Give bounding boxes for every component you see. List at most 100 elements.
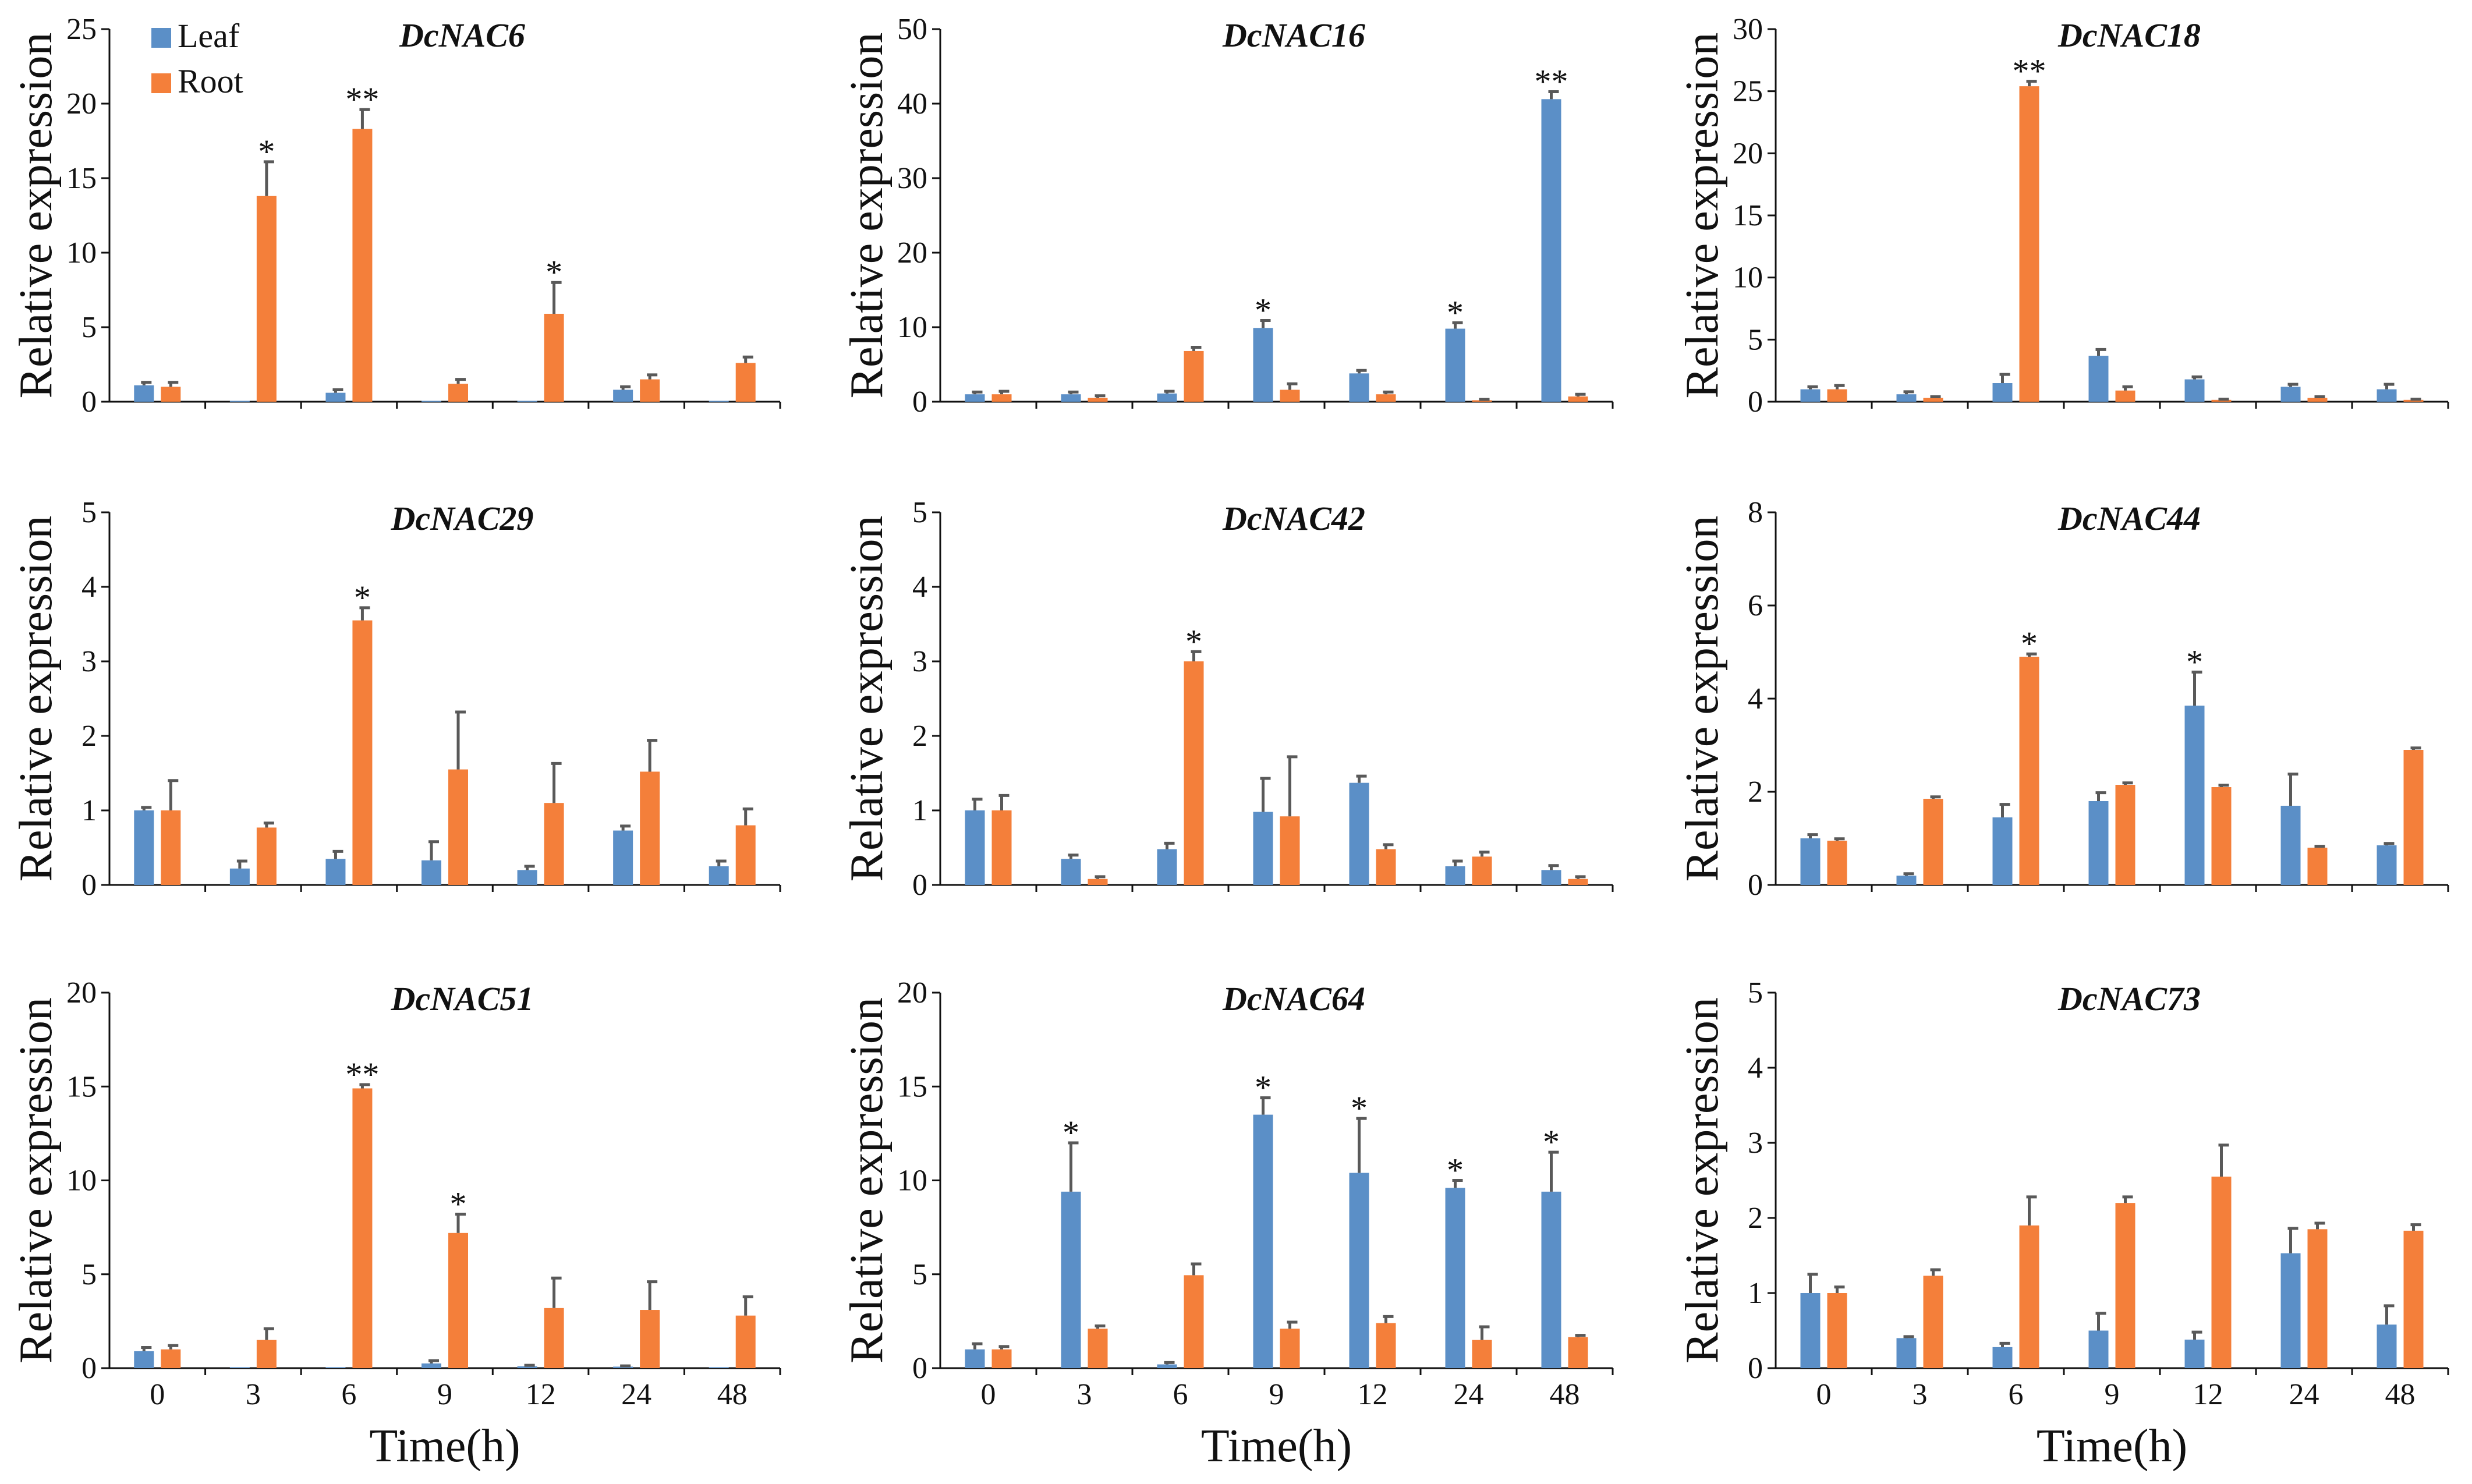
bar-leaf-6 — [325, 392, 346, 402]
bar-root-9 — [448, 1232, 468, 1368]
x-tick-label: 9 — [1269, 1378, 1284, 1411]
y-tick-label: 0 — [912, 385, 927, 419]
x-tick-label: 48 — [1550, 1378, 1580, 1411]
significance-marker: * — [1447, 293, 1464, 331]
x-tick-label: 24 — [2289, 1378, 2319, 1411]
bar-root-24 — [640, 1310, 660, 1368]
bar-leaf-3 — [1896, 1338, 1917, 1368]
y-tick-label: 25 — [66, 13, 97, 46]
bar-root-0 — [161, 810, 181, 885]
y-tick-label: 5 — [82, 1258, 97, 1291]
bar-leaf-24 — [613, 389, 633, 402]
bar-root-6 — [352, 129, 373, 402]
chart-panel-dcnac44: DcNAC44 0 2 4 6 8 Relative expression * * — [1677, 496, 2449, 902]
bar-leaf-6 — [325, 859, 346, 885]
bar-leaf-6 — [1157, 393, 1177, 402]
bar-root-9 — [2115, 1203, 2135, 1368]
bar-root-48 — [735, 1315, 756, 1368]
bar-leaf-24 — [613, 830, 633, 885]
y-tick-label: 4 — [912, 571, 927, 604]
bar-root-48 — [1568, 1337, 1588, 1368]
significance-marker: * — [1543, 1123, 1560, 1161]
bar-root-48 — [2403, 1230, 2424, 1368]
bar-leaf-48 — [2377, 1324, 2397, 1368]
y-tick-label: 0 — [1748, 869, 1763, 902]
bar-root-6 — [1184, 350, 1204, 402]
x-tick-label: 48 — [2385, 1378, 2416, 1411]
bar-leaf-6 — [325, 1367, 346, 1368]
x-tick-label: 0 — [150, 1378, 165, 1411]
x-tick-label: 6 — [1173, 1378, 1188, 1411]
bar-leaf-0 — [965, 394, 985, 402]
bar-leaf-12 — [2184, 379, 2205, 402]
bar-root-9 — [1280, 816, 1300, 885]
x-tick-label: 9 — [2105, 1378, 2120, 1411]
y-tick-label: 10 — [66, 236, 97, 270]
bar-leaf-24 — [2280, 387, 2301, 402]
bar-root-3 — [1923, 398, 1943, 402]
chart-title: DcNAC64 — [1222, 980, 1365, 1018]
x-tick-label: 12 — [2193, 1378, 2223, 1411]
bar-root-12 — [544, 313, 564, 402]
bar-root-6 — [352, 620, 373, 885]
bar-leaf-24 — [2280, 1253, 2301, 1368]
bar-leaf-9 — [1253, 328, 1273, 402]
bar-root-0 — [161, 387, 181, 402]
y-tick-label: 5 — [1748, 323, 1763, 356]
y-tick-label: 10 — [1733, 261, 1763, 295]
y-axis-label: Relative expression — [10, 997, 62, 1363]
bar-root-6 — [1184, 661, 1204, 885]
bar-leaf-3 — [229, 868, 250, 885]
y-tick-label: 2 — [1748, 775, 1763, 809]
significance-marker: * — [1063, 1114, 1079, 1152]
bar-leaf-6 — [1157, 849, 1177, 885]
bar-leaf-12 — [517, 401, 537, 402]
bar-leaf-48 — [1541, 870, 1561, 885]
bar-root-3 — [1923, 1276, 1943, 1368]
chart-title: DcNAC51 — [391, 980, 534, 1018]
y-tick-label: 3 — [82, 645, 97, 678]
bar-root-48 — [1568, 879, 1588, 885]
bar-root-3 — [1088, 1329, 1108, 1368]
y-tick-label: 0 — [82, 1352, 97, 1385]
bar-leaf-9 — [1253, 812, 1273, 885]
y-tick-label: 5 — [1748, 976, 1763, 1010]
x-tick-label: 3 — [1077, 1378, 1092, 1411]
y-tick-label: 20 — [66, 87, 97, 121]
x-axis-label: Time(h) — [369, 1421, 520, 1472]
y-tick-label: 15 — [897, 1070, 927, 1103]
x-tick-label: 24 — [1454, 1378, 1484, 1411]
bar-root-9 — [2115, 785, 2135, 885]
y-tick-label: 5 — [82, 496, 97, 529]
x-tick-label: 0 — [1816, 1378, 1832, 1411]
bar-root-3 — [256, 827, 277, 885]
bar-leaf-0 — [134, 1351, 154, 1368]
bar-root-48 — [2403, 750, 2424, 885]
x-tick-label: 0 — [981, 1378, 996, 1411]
chart-title: DcNAC16 — [1222, 16, 1365, 54]
bar-leaf-0 — [1800, 838, 1821, 885]
bar-leaf-12 — [1349, 373, 1369, 402]
bar-root-3 — [1088, 398, 1108, 402]
bar-root-0 — [1827, 841, 1847, 885]
bar-leaf-0 — [1800, 1293, 1821, 1368]
y-axis-label: Relative expression — [841, 516, 893, 882]
y-tick-label: 0 — [912, 869, 927, 902]
y-tick-label: 5 — [912, 1258, 927, 1291]
significance-marker: * — [1255, 1069, 1272, 1107]
y-tick-label: 4 — [1748, 682, 1763, 716]
bar-leaf-24 — [1445, 1188, 1465, 1368]
chart-title: DcNAC29 — [391, 500, 534, 537]
y-tick-label: 0 — [82, 385, 97, 419]
legend-label-leaf: Leaf — [178, 17, 240, 55]
y-tick-label: 4 — [82, 571, 97, 604]
significance-marker: ** — [345, 80, 379, 118]
y-tick-label: 5 — [82, 311, 97, 344]
bar-leaf-0 — [965, 1349, 985, 1368]
x-tick-label: 9 — [437, 1378, 452, 1411]
bar-leaf-48 — [709, 401, 729, 402]
significance-marker: * — [450, 1185, 467, 1223]
y-axis-label: Relative expression — [10, 516, 62, 882]
x-tick-label: 12 — [526, 1378, 556, 1411]
